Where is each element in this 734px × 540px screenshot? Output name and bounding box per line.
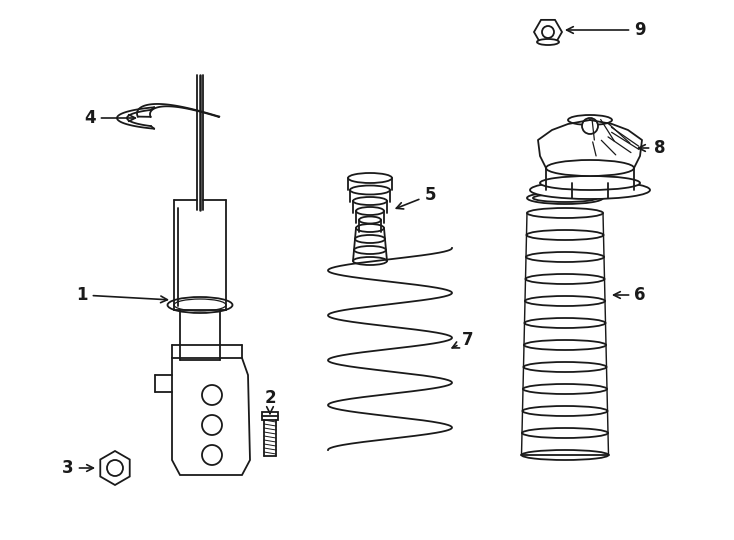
Ellipse shape	[533, 194, 597, 202]
Ellipse shape	[540, 176, 640, 190]
Ellipse shape	[359, 217, 381, 224]
Ellipse shape	[354, 246, 386, 254]
Ellipse shape	[524, 340, 606, 350]
Ellipse shape	[537, 39, 559, 45]
Ellipse shape	[546, 160, 634, 176]
Ellipse shape	[174, 299, 226, 311]
Text: 2: 2	[264, 389, 276, 414]
Circle shape	[542, 26, 554, 38]
Circle shape	[202, 415, 222, 435]
Ellipse shape	[521, 450, 608, 460]
Text: 1: 1	[76, 286, 167, 304]
Ellipse shape	[523, 362, 606, 372]
Circle shape	[202, 385, 222, 405]
Ellipse shape	[568, 115, 612, 125]
Ellipse shape	[348, 173, 392, 183]
Ellipse shape	[527, 192, 603, 204]
Ellipse shape	[522, 428, 608, 438]
Ellipse shape	[356, 207, 384, 215]
Ellipse shape	[353, 197, 387, 205]
Ellipse shape	[527, 208, 603, 218]
Circle shape	[107, 460, 123, 476]
Polygon shape	[172, 358, 250, 475]
Circle shape	[202, 445, 222, 465]
Circle shape	[582, 118, 598, 134]
Ellipse shape	[530, 181, 650, 199]
Ellipse shape	[353, 257, 387, 265]
Text: 4: 4	[84, 109, 135, 127]
Text: 3: 3	[62, 459, 93, 477]
Ellipse shape	[350, 186, 390, 194]
Ellipse shape	[523, 384, 607, 394]
Ellipse shape	[355, 235, 385, 243]
Text: 9: 9	[567, 21, 646, 39]
Text: 7: 7	[452, 331, 474, 349]
Ellipse shape	[526, 252, 604, 262]
Ellipse shape	[167, 297, 233, 313]
Ellipse shape	[525, 318, 606, 328]
Text: 6: 6	[614, 286, 646, 304]
Ellipse shape	[356, 224, 384, 232]
FancyBboxPatch shape	[262, 412, 278, 420]
Text: 5: 5	[396, 186, 436, 209]
Ellipse shape	[525, 296, 605, 306]
Ellipse shape	[526, 230, 603, 240]
Ellipse shape	[526, 274, 605, 284]
Text: 8: 8	[639, 139, 666, 157]
Ellipse shape	[523, 406, 608, 416]
